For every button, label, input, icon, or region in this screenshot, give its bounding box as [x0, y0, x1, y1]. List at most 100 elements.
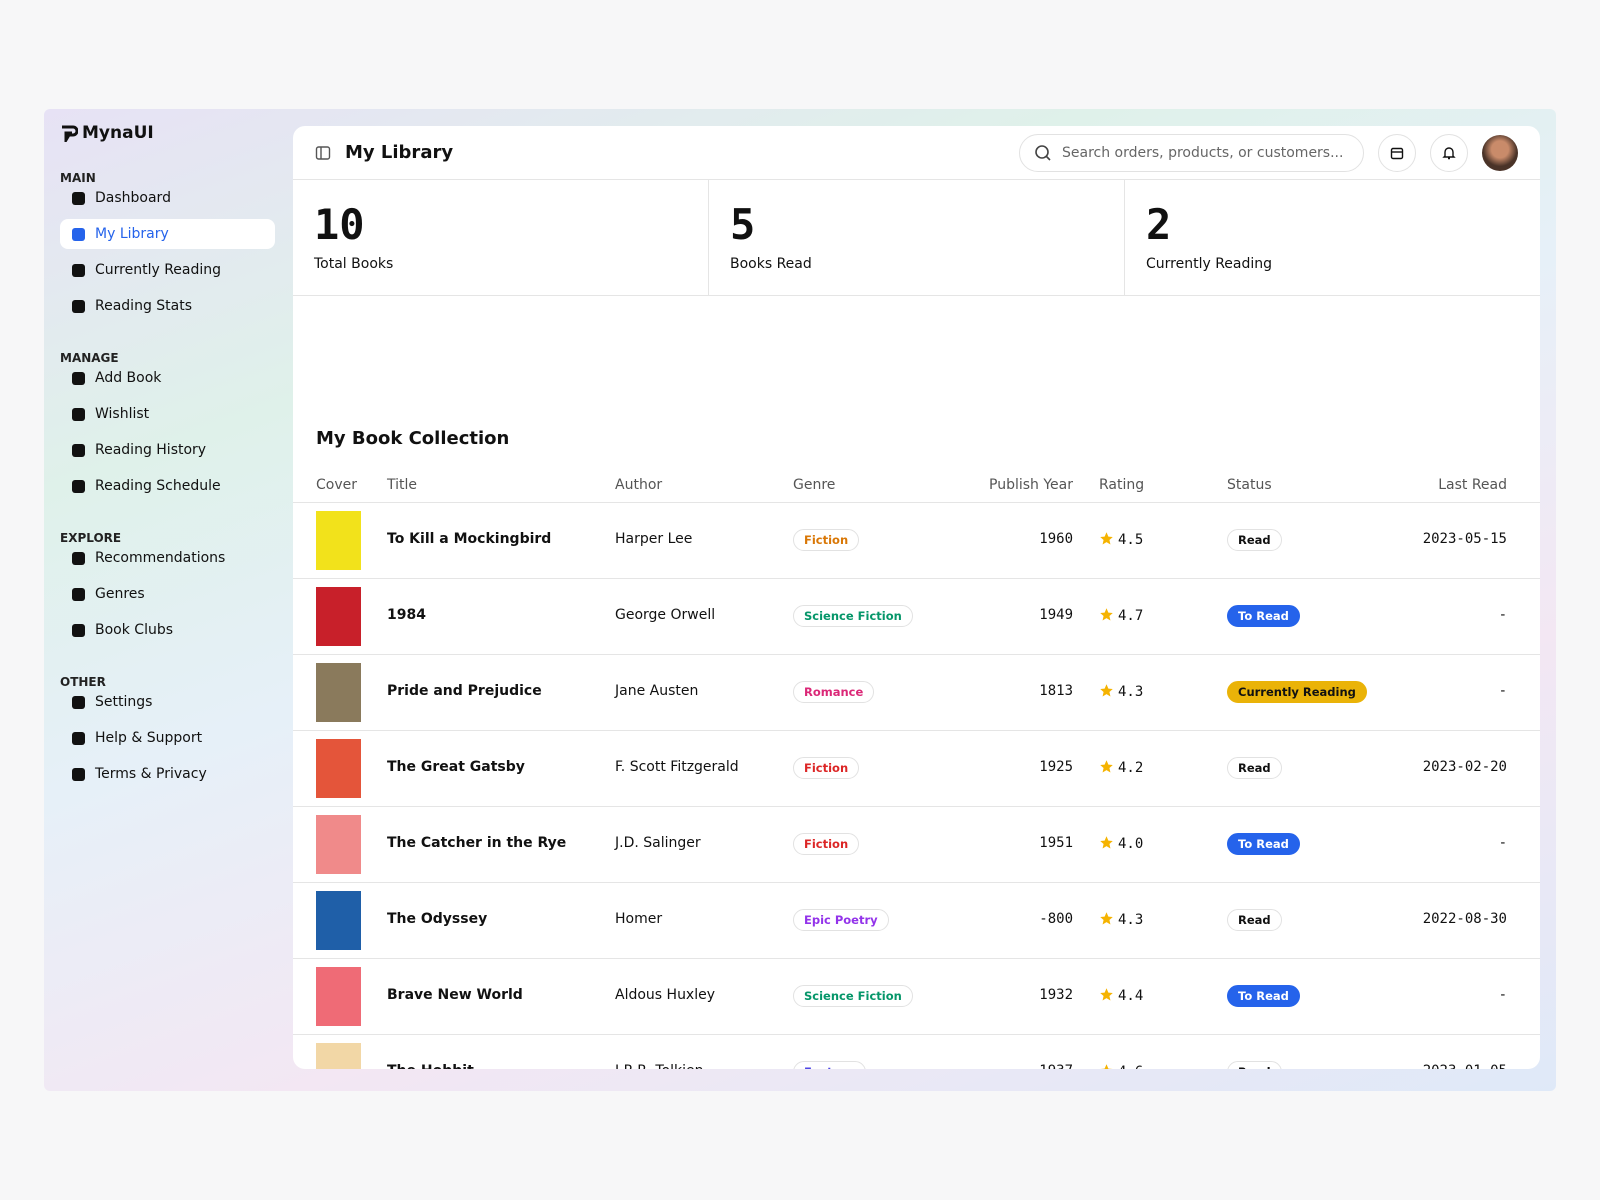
genre-badge: Fiction: [793, 833, 860, 855]
star-icon: [1100, 760, 1113, 773]
last-read: 2022-08-30: [1422, 911, 1507, 927]
nav-item[interactable]: Help & Support: [60, 723, 275, 753]
nav-icon: [72, 479, 85, 493]
genre-badge: Science Fiction: [793, 605, 913, 627]
row-divider: [293, 730, 1540, 731]
column-header: Author: [615, 477, 663, 493]
nav-icon: [72, 443, 85, 457]
user-avatar[interactable]: [1482, 134, 1518, 171]
book-cover: [316, 967, 361, 1026]
book-author: Homer: [615, 911, 663, 927]
stats-row: 10 Total Books 5 Books Read 2 Currently Readi…: [293, 180, 1540, 296]
column-header: Title: [387, 477, 418, 493]
genre-badge: Science Fiction: [793, 985, 913, 1007]
rating-value: 4.0: [1118, 836, 1144, 852]
star-icon: [1100, 912, 1113, 925]
nav-label: Reading Stats: [95, 298, 193, 314]
publish-year: 1937: [1039, 1063, 1073, 1069]
last-read: 2023-05-15: [1422, 531, 1507, 547]
nav-item[interactable]: Recommendations: [60, 543, 275, 573]
rating: 4.3: [1099, 911, 1143, 928]
genre-badge: Romance: [793, 681, 875, 703]
publish-year: 1813: [1039, 683, 1073, 699]
stat-card: 10 Total Books: [293, 180, 709, 295]
publish-year: -800: [1039, 911, 1073, 927]
book-author: Harper Lee: [615, 531, 693, 547]
calendar-button[interactable]: [1378, 133, 1416, 172]
nav-icon: [72, 371, 85, 385]
stat-value: 10: [314, 200, 365, 249]
column-header: Cover: [316, 477, 357, 493]
stat-card: 5 Books Read: [709, 180, 1125, 295]
nav-item[interactable]: Add Book: [60, 363, 275, 393]
nav-icon: [72, 191, 85, 205]
row-divider: [293, 502, 1540, 503]
nav-label: Help & Support: [95, 730, 203, 746]
nav-item[interactable]: Reading Schedule: [60, 471, 275, 501]
nav-item[interactable]: Reading Stats: [60, 291, 275, 321]
nav-icon: [72, 227, 85, 241]
nav-item[interactable]: Genres: [60, 579, 275, 609]
rating: 4.4: [1099, 987, 1143, 1004]
genre-badge: Epic Poetry: [793, 909, 889, 931]
stat-label: Currently Reading: [1146, 256, 1273, 272]
main-card: My Library Search orders, products, or c…: [293, 126, 1540, 1069]
row-divider: [293, 654, 1540, 655]
nav-label: Settings: [95, 694, 153, 710]
section-label: EXPLORE: [60, 531, 122, 545]
last-read: -: [1498, 683, 1507, 699]
genre-badge: Fantasy: [793, 1061, 866, 1069]
rating-value: 4.3: [1118, 912, 1144, 928]
status-badge: Read: [1227, 909, 1282, 931]
nav-label: Add Book: [95, 370, 162, 386]
nav-label: Genres: [95, 586, 145, 602]
book-author: J.D. Salinger: [615, 835, 701, 851]
last-read: 2023-02-20: [1422, 759, 1507, 775]
rating-value: 4.2: [1118, 760, 1144, 776]
star-icon: [1100, 988, 1113, 1001]
stat-label: Total Books: [314, 256, 394, 272]
nav-icon: [72, 623, 85, 637]
last-read: 2023-01-05: [1423, 1063, 1507, 1069]
nav-icon: [72, 587, 85, 601]
book-title: The Catcher in the Rye: [387, 835, 567, 851]
book-cover: [316, 663, 361, 722]
nav-item[interactable]: Settings: [60, 687, 275, 717]
rating-value: 4.4: [1118, 988, 1144, 1004]
publish-year: 1951: [1039, 835, 1073, 851]
book-cover: [316, 739, 361, 798]
book-title: 1984: [387, 607, 426, 623]
nav-item[interactable]: Wishlist: [60, 399, 275, 429]
nav-icon: [72, 767, 85, 781]
last-read: -: [1498, 835, 1507, 851]
row-divider: [293, 806, 1540, 807]
nav-item[interactable]: Dashboard: [60, 183, 275, 213]
book-cover: [316, 891, 361, 950]
nav-label: Currently Reading: [95, 262, 222, 278]
publish-year: 1960: [1039, 531, 1073, 547]
stat-card: 2 Currently Reading: [1125, 180, 1540, 295]
rating-value: 4.7: [1118, 608, 1144, 624]
nav-item[interactable]: Currently Reading: [60, 255, 275, 285]
column-header: Publish Year: [989, 477, 1073, 493]
status-badge: Read: [1227, 1061, 1282, 1069]
nav-label: Reading History: [95, 442, 207, 458]
status-badge: Read: [1227, 529, 1282, 551]
notifications-button[interactable]: [1430, 133, 1468, 172]
stat-value: 2: [1146, 200, 1172, 249]
nav-item[interactable]: Reading History: [60, 435, 275, 465]
nav-item[interactable]: Terms & Privacy: [60, 759, 275, 789]
nav-item[interactable]: My Library: [60, 219, 275, 249]
nav-label: My Library: [95, 226, 169, 242]
stat-value: 5: [730, 200, 756, 249]
search-box[interactable]: Search orders, products, or customers...: [1019, 133, 1364, 172]
rating: 4.5: [1099, 531, 1143, 548]
rating: 4.3: [1099, 683, 1143, 700]
nav-icon: [72, 695, 85, 709]
page-title: My Library: [345, 142, 454, 163]
row-divider: [293, 958, 1540, 959]
publish-year: 1949: [1039, 607, 1073, 623]
table-title: My Book Collection: [316, 428, 510, 449]
status-badge: To Read: [1227, 985, 1300, 1007]
nav-item[interactable]: Book Clubs: [60, 615, 275, 645]
